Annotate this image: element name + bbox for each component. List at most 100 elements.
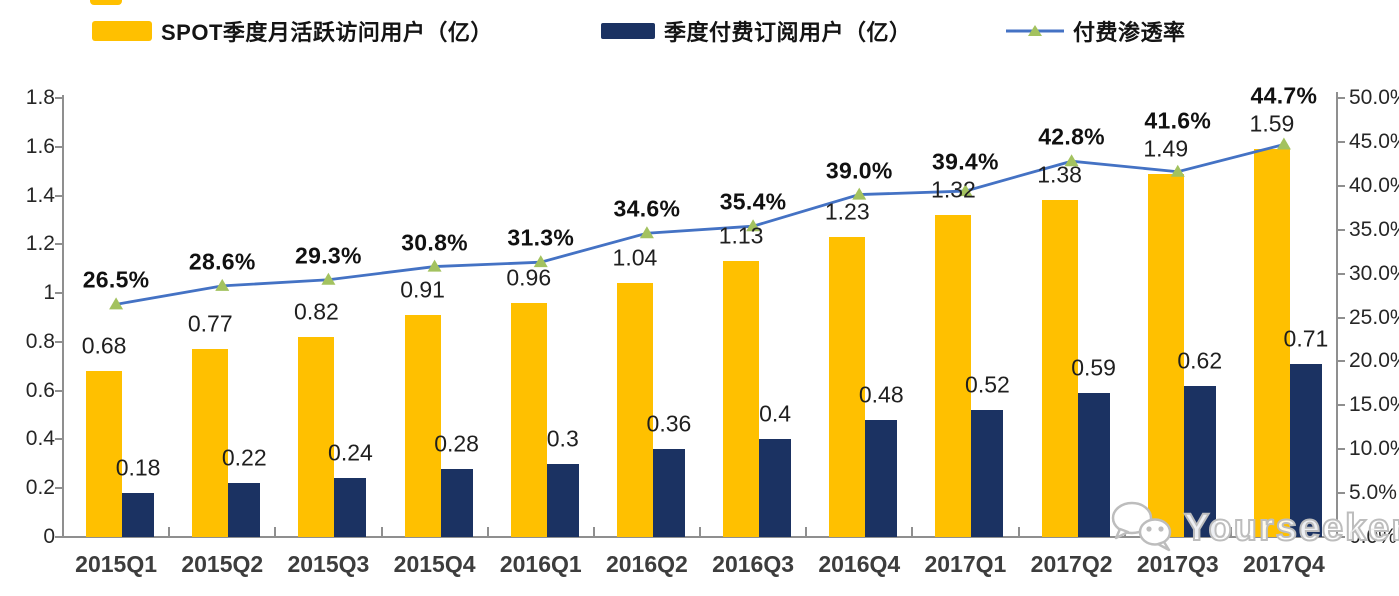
x-tick-mark <box>1229 527 1232 537</box>
x-tick-mark <box>1017 527 1020 537</box>
y-tick-label-right: 35.0% <box>1349 217 1399 241</box>
x-tick-label: 2016Q3 <box>712 551 795 577</box>
y-tick-label-right: 0.0% <box>1349 525 1397 548</box>
bar-value-label-subs: 0.71 <box>1283 325 1329 352</box>
y-tick-label-left: 1 <box>43 281 55 305</box>
legend-item-label: 付费渗透率 <box>1073 20 1186 45</box>
bar-mau <box>616 283 653 537</box>
penetration-pct-label: 31.3% <box>507 224 575 251</box>
y-tick-label-right: 10.0% <box>1349 437 1399 461</box>
bar-value-label-subs: 0.48 <box>858 381 904 408</box>
bar-subs <box>334 478 367 537</box>
bar-mau <box>192 349 229 537</box>
x-tick-label: 2015Q4 <box>393 551 476 577</box>
y-tick-label-right: 50.0% <box>1349 86 1399 109</box>
penetration-pct-label: 41.6% <box>1144 107 1212 134</box>
bar-value-label-subs: 0.4 <box>759 400 792 427</box>
y-tick-mark-left <box>55 145 63 148</box>
bar-value-label-subs: 0.52 <box>965 371 1010 398</box>
bar-subs <box>228 483 261 537</box>
bar-value-label-subs: 0.59 <box>1071 354 1116 381</box>
x-tick-label: 2017Q3 <box>1136 551 1219 577</box>
x-tick-mark <box>699 527 701 537</box>
y-tick-mark-right <box>1337 360 1345 363</box>
line-marker-triangle <box>1276 137 1291 150</box>
bar-value-label-mau: 0.96 <box>506 264 552 291</box>
bar-mau <box>723 261 760 537</box>
bar-subs <box>1183 385 1216 537</box>
bar-value-label-mau: 1.32 <box>931 176 976 203</box>
y-tick-mark-left <box>55 389 63 392</box>
y-tick-mark-right <box>1337 140 1345 143</box>
x-tick-mark <box>274 527 277 537</box>
y-tick-mark-right <box>1337 184 1345 187</box>
line-marker-triangle <box>321 272 336 285</box>
x-tick-mark <box>805 527 808 537</box>
legend-item-mau: SPOT季度月活跃访问用户（亿） <box>92 17 493 45</box>
x-tick-label: 2017Q2 <box>1030 551 1113 577</box>
x-tick-label: 2015Q1 <box>75 551 158 577</box>
bar-value-label-subs: 0.3 <box>546 425 579 452</box>
y-tick-mark-left <box>55 97 63 99</box>
x-tick-label: 2017Q4 <box>1242 551 1325 577</box>
x-tick-mark <box>911 527 914 537</box>
y-tick-mark-right <box>1337 316 1345 319</box>
y-tick-mark-right <box>1337 404 1345 407</box>
x-tick-mark <box>592 527 595 537</box>
bar-subs <box>1077 393 1110 537</box>
line-marker-swatch-icon <box>1006 25 1064 36</box>
bar-subs <box>652 449 685 537</box>
y-tick-label-right: 5.0% <box>1349 481 1397 505</box>
bar-subs <box>759 439 792 537</box>
penetration-pct-label: 26.5% <box>82 266 150 293</box>
cropped-swatch-fragment <box>90 0 122 5</box>
y-tick-label-right: 15.0% <box>1349 393 1399 417</box>
y-tick-mark-left <box>55 536 63 538</box>
y-axis-right <box>1336 92 1338 538</box>
penetration-pct-label: 30.8% <box>401 229 468 256</box>
y-tick-label-right: 30.0% <box>1349 261 1399 285</box>
subs-swatch-icon <box>601 23 655 39</box>
x-axis <box>62 536 1338 538</box>
bar-subs <box>1289 363 1322 537</box>
legend-item-label: 季度付费订阅用户（亿） <box>664 20 912 45</box>
y-tick-label-left: 0.6 <box>25 378 55 402</box>
bar-value-label-mau: 1.04 <box>612 244 658 271</box>
bar-mau <box>510 302 547 537</box>
bar-value-label-mau: 1.38 <box>1037 161 1082 188</box>
penetration-pct-label: 28.6% <box>188 248 256 275</box>
bar-subs <box>122 493 155 537</box>
penetration-pct-label: 34.6% <box>613 195 681 222</box>
bar-value-label-mau: 0.77 <box>187 310 233 337</box>
bar-subs <box>865 419 898 537</box>
x-tick-label: 2015Q3 <box>287 551 370 577</box>
y-tick-label-right: 40.0% <box>1349 173 1399 197</box>
x-tick-mark <box>380 527 383 537</box>
x-tick-label: 2016Q1 <box>499 551 582 577</box>
bar-mau <box>298 337 335 537</box>
penetration-pct-label: 44.7% <box>1250 82 1318 109</box>
watermark-text: Yourseeker <box>1183 506 1399 550</box>
y-tick-label-right: 45.0% <box>1349 129 1399 153</box>
y-tick-label-left: 1.6 <box>25 134 55 158</box>
x-tick-label: 2017Q1 <box>924 551 1007 577</box>
y-tick-label-right: 25.0% <box>1349 305 1399 329</box>
line-marker-triangle <box>109 297 124 310</box>
y-tick-label-left: 1.2 <box>25 232 55 256</box>
bar-mau <box>404 315 441 537</box>
watermark: Yourseeker <box>1108 498 1399 558</box>
y-tick-mark-right <box>1337 97 1345 99</box>
bar-value-label-subs: 0.36 <box>646 410 692 437</box>
y-tick-mark-right <box>1337 492 1345 495</box>
bar-value-label-mau: 1.59 <box>1249 110 1295 137</box>
y-tick-label-left: 0.2 <box>25 476 55 500</box>
y-tick-mark-right <box>1337 272 1345 275</box>
wechat-icon <box>1111 501 1172 552</box>
y-tick-label-left: 1.4 <box>25 183 55 207</box>
bar-value-label-subs: 0.62 <box>1177 347 1223 374</box>
bar-subs <box>546 463 579 537</box>
legend-item-penetration: 付费渗透率 <box>1006 17 1186 45</box>
legend-item-label: SPOT季度月活跃访问用户（亿） <box>161 20 493 45</box>
y-tick-mark-left <box>55 292 63 295</box>
